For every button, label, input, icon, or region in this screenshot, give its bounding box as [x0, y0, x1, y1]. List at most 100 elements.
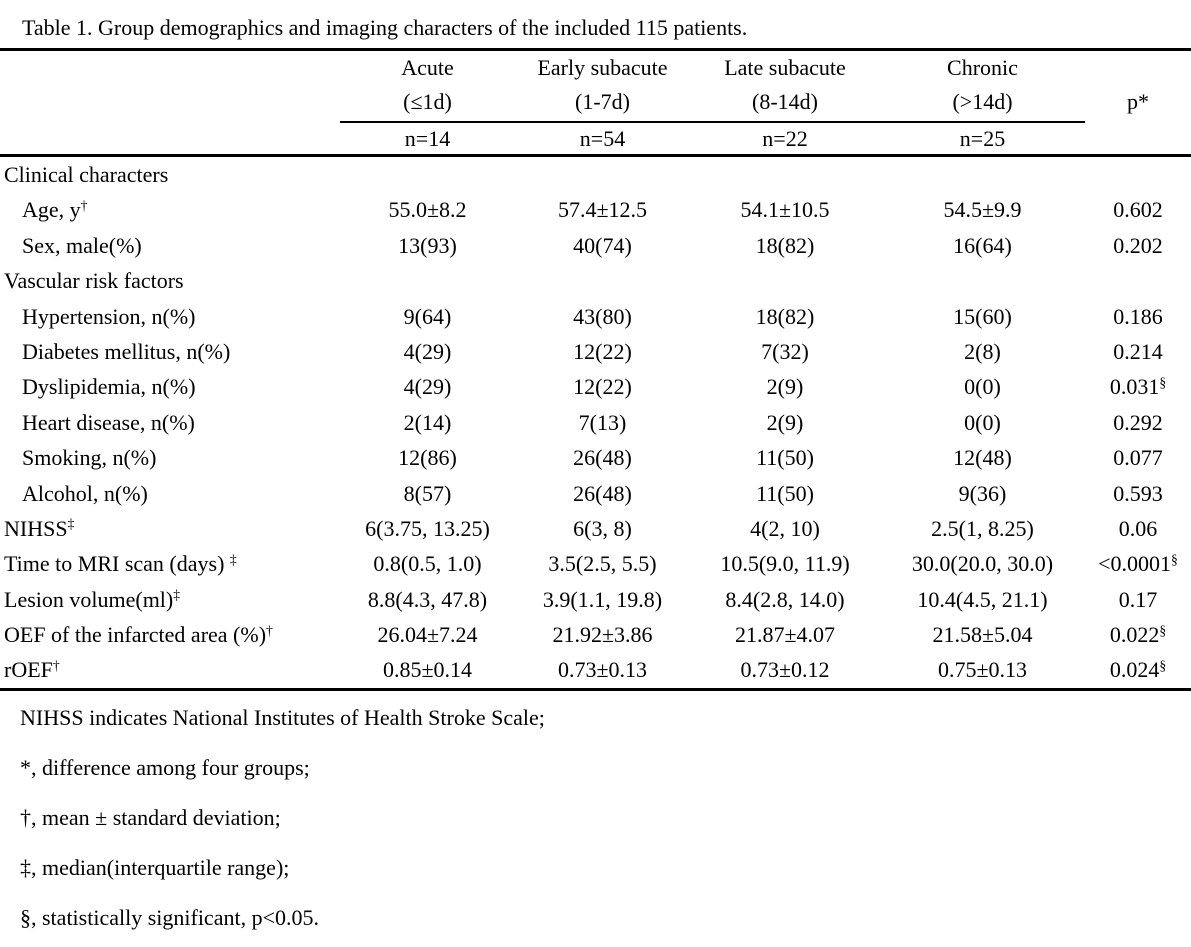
cell-early-subacute: 26(48)	[573, 480, 632, 506]
cell-chronic: 9(36)	[958, 480, 1007, 506]
table-row: Hypertension, n(%) 9(64) 43(80) 18(82) 1…	[0, 299, 1191, 334]
cell-early-subacute: 3.5(2.5, 5.5)	[548, 551, 657, 577]
cell-p-value: 0.202	[1113, 232, 1163, 258]
group-range-chronic: (>14d)	[952, 89, 1013, 114]
table-row: Clinical characters	[0, 157, 1191, 192]
cell-early-subacute: 26(48)	[573, 445, 632, 471]
cell-late-subacute: 21.87±4.07	[734, 622, 836, 648]
table-row: Lesion volume(ml)‡ 8.8(4.3, 47.8) 3.9(1.…	[0, 582, 1191, 617]
group-n-late-subacute: n=22	[762, 125, 808, 151]
table-row: OEF of the infarcted area (%)† 26.04±7.2…	[0, 617, 1191, 652]
row-label: Smoking, n(%)	[22, 445, 157, 471]
row-label-superscript: †	[266, 622, 273, 638]
cell-acute: 55.0±8.2	[388, 197, 467, 223]
table-row: Age, y† 55.0±8.2 57.4±12.5 54.1±10.5 54.…	[0, 192, 1191, 227]
cell-late-subacute: 11(50)	[756, 445, 814, 471]
cell-acute: 0.8(0.5, 1.0)	[373, 551, 482, 577]
cell-acute: 2(14)	[403, 409, 452, 435]
cell-early-subacute: 43(80)	[573, 303, 632, 329]
table-row: Vascular risk factors	[0, 263, 1191, 298]
p-column-header: p*	[1127, 89, 1149, 114]
cell-chronic: 0(0)	[964, 409, 1001, 435]
row-label: Age, y†	[22, 197, 88, 223]
cell-p-value: 0.024§	[1109, 657, 1167, 683]
footnote-section-sign: §, statistically significant, p<0.05.	[20, 904, 319, 930]
row-label: NIHSS‡	[4, 515, 75, 541]
cell-p-value: 0.077	[1113, 445, 1163, 471]
cell-p-value: 0.17	[1118, 586, 1158, 612]
row-label: OEF of the infarcted area (%)†	[4, 622, 273, 648]
group-header-late-subacute: Late subacute	[724, 55, 846, 80]
cell-p-value: 0.292	[1113, 409, 1163, 435]
cell-chronic: 15(60)	[953, 303, 1012, 329]
cell-late-subacute: 0.73±0.12	[740, 657, 830, 683]
table-bottom-rule	[0, 687, 1191, 691]
footnote-dagger: †, mean ± standard deviation;	[20, 804, 281, 830]
group-range-late-subacute: (8-14d)	[752, 89, 818, 114]
table-top-rule	[0, 48, 1191, 51]
table-body: Clinical characters Age, y† 55.0±8.2 57.…	[0, 157, 1191, 688]
p-value-superscript: §	[1159, 622, 1167, 638]
cell-late-subacute: 54.1±10.5	[740, 197, 830, 223]
cell-acute: 0.85±0.14	[382, 657, 473, 683]
table-footnotes: NIHSS indicates National Institutes of H…	[0, 691, 1191, 932]
row-label-superscript: ‡	[229, 551, 237, 567]
row-label: Sex, male(%)	[22, 232, 142, 258]
cell-early-subacute: 0.73±0.13	[557, 657, 648, 683]
cell-p-value: 0.602	[1113, 197, 1163, 223]
cell-early-subacute: 3.9(1.1, 19.8)	[542, 586, 663, 612]
cell-p-value: 0.022§	[1109, 622, 1167, 648]
table-row: rOEF† 0.85±0.14 0.73±0.13 0.73±0.12 0.75…	[0, 652, 1191, 687]
cell-chronic: 30.0(20.0, 30.0)	[911, 551, 1054, 577]
row-label: Heart disease, n(%)	[22, 409, 195, 435]
row-label: Vascular risk factors	[4, 268, 184, 294]
cell-late-subacute: 7(32)	[761, 338, 809, 364]
cell-chronic: 10.4(4.5, 21.1)	[917, 586, 1048, 612]
cell-chronic: 12(48)	[953, 445, 1012, 471]
row-label-superscript: †	[80, 197, 88, 213]
row-label: Dyslipidemia, n(%)	[22, 374, 196, 400]
row-label-superscript: ‡	[173, 587, 181, 603]
cell-chronic: 0(0)	[964, 374, 1001, 400]
table-row: Heart disease, n(%) 2(14) 7(13) 2(9) 0(0…	[0, 405, 1191, 440]
row-label: Hypertension, n(%)	[22, 303, 196, 329]
footnote-nihss: NIHSS indicates National Institutes of H…	[20, 704, 545, 730]
cell-late-subacute: 11(50)	[756, 480, 814, 506]
table-row: Diabetes mellitus, n(%) 4(29) 12(22) 7(3…	[0, 334, 1191, 369]
cell-chronic: 2(8)	[964, 338, 1001, 364]
group-range-acute: (≤1d)	[403, 89, 452, 114]
cell-p-value: 0.214	[1113, 338, 1163, 364]
cell-p-value: 0.06	[1118, 515, 1158, 541]
table-row: Smoking, n(%) 12(86) 26(48) 11(50) 12(48…	[0, 440, 1191, 475]
table-header: Acute Early subacute Late subacute Chron…	[0, 51, 1191, 154]
cell-chronic: 16(64)	[953, 232, 1012, 258]
cell-acute: 13(93)	[398, 232, 457, 258]
p-value-superscript: §	[1171, 551, 1178, 567]
cell-late-subacute: 18(82)	[755, 303, 815, 329]
row-label: Alcohol, n(%)	[22, 480, 148, 506]
cell-late-subacute: 18(82)	[755, 232, 815, 258]
group-header-early-subacute: Early subacute	[537, 55, 668, 80]
cell-late-subacute: 2(9)	[766, 409, 804, 435]
cell-early-subacute: 57.4±12.5	[557, 197, 648, 223]
cell-acute: 6(3.75, 13.25)	[365, 515, 490, 541]
table-row: NIHSS‡ 6(3.75, 13.25) 6(3, 8) 4(2, 10) 2…	[0, 511, 1191, 546]
cell-chronic: 2.5(1, 8.25)	[931, 515, 1034, 541]
cell-early-subacute: 40(74)	[573, 232, 632, 258]
cell-early-subacute: 12(22)	[573, 338, 632, 364]
cell-early-subacute: 7(13)	[578, 409, 627, 435]
p-value-superscript: §	[1159, 374, 1167, 390]
group-span-rule	[340, 120, 1085, 123]
cell-chronic: 54.5±9.9	[943, 197, 1022, 223]
row-label: rOEF†	[4, 657, 60, 683]
table-row: Dyslipidemia, n(%) 4(29) 12(22) 2(9) 0(0…	[0, 369, 1191, 404]
group-n-early-subacute: n=54	[579, 125, 626, 151]
table-title: Table 1. Group demographics and imaging …	[22, 15, 748, 40]
cell-early-subacute: 12(22)	[573, 374, 632, 400]
cell-acute: 4(29)	[403, 338, 452, 364]
cell-late-subacute: 2(9)	[766, 374, 804, 400]
cell-acute: 26.04±7.24	[377, 622, 478, 648]
group-header-chronic: Chronic	[947, 55, 1018, 80]
table-row: Sex, male(%) 13(93) 40(74) 18(82) 16(64)…	[0, 228, 1191, 263]
